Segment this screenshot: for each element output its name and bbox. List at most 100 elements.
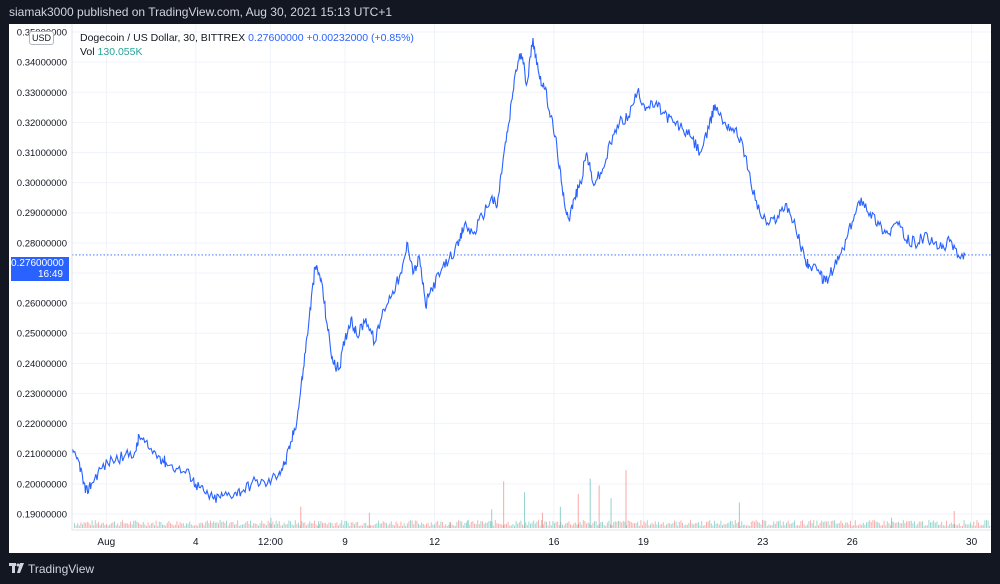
legend-last-price: 0.27600000 [248, 32, 304, 44]
volume-bar [347, 522, 349, 528]
volume-bar [93, 525, 95, 528]
volume-bar [349, 525, 351, 528]
price-tick-label: 0.32000000 [17, 118, 67, 129]
volume-bar [771, 524, 773, 528]
volume-bar [936, 521, 938, 528]
volume-bar [294, 520, 296, 528]
volume-bar [221, 522, 223, 528]
volume-bar [549, 521, 551, 528]
chart-frame[interactable] [9, 24, 991, 553]
volume-bar [509, 525, 511, 528]
volume-bar [862, 522, 864, 528]
footer-brand[interactable]: TradingView [28, 562, 95, 576]
volume-bar [786, 522, 787, 528]
volume-bar [219, 520, 221, 528]
volume-bar [720, 520, 722, 528]
volume-bar [498, 523, 499, 528]
legend-vol-label[interactable]: Vol [80, 46, 95, 58]
price-tick-label: 0.34000000 [17, 58, 67, 69]
volume-bar [525, 522, 527, 528]
volume-bar [126, 523, 128, 528]
time-tick-label: 12:00 [258, 537, 283, 548]
legend-symbol[interactable]: Dogecoin / US Dollar, 30, BITTREX [80, 32, 246, 44]
volume-bar [200, 522, 202, 528]
volume-bar [725, 524, 727, 528]
volume-bar [989, 525, 991, 528]
volume-bar [698, 522, 699, 528]
volume-bar [827, 521, 829, 528]
volume-bar [760, 524, 762, 528]
volume-bar [675, 521, 677, 528]
volume-bar [547, 525, 549, 528]
volume-bar [478, 524, 480, 528]
volume-bar [272, 521, 274, 528]
volume-bar [754, 521, 755, 528]
volume-bar [883, 520, 885, 528]
volume-bar [309, 521, 311, 528]
volume-bar [130, 521, 131, 528]
volume-bar [131, 524, 133, 528]
volume-bar [355, 522, 357, 528]
volume-bar [555, 521, 557, 528]
volume-bar [539, 525, 541, 528]
volume-bar [629, 521, 631, 528]
volume-bar [579, 522, 581, 528]
volume-bar [875, 521, 877, 528]
volume-bar [944, 525, 946, 528]
volume-bar [78, 525, 80, 528]
volume-bar [394, 525, 395, 528]
time-tick-label: 26 [847, 537, 859, 548]
volume-bar [608, 520, 610, 528]
volume-bar [466, 522, 467, 528]
volume-bar [426, 523, 427, 528]
volume-bar [459, 520, 461, 528]
volume-bar [765, 520, 767, 528]
volume-bar [979, 525, 981, 528]
volume-bar [293, 525, 295, 528]
volume-bar [982, 524, 984, 528]
volume-bar [909, 521, 911, 528]
volume-bar [925, 525, 927, 528]
volume-bar [381, 523, 383, 528]
volume-bar [454, 525, 456, 528]
volume-bar [494, 520, 496, 528]
volume-bar [421, 522, 423, 528]
volume-bar [168, 520, 170, 528]
volume-bar [965, 523, 967, 528]
time-tick-label: 9 [342, 537, 348, 548]
volume-bar [275, 520, 277, 528]
volume-bar [432, 524, 434, 528]
volume-bar [739, 525, 741, 528]
volume-bar [469, 524, 471, 528]
volume-bar [149, 525, 151, 528]
volume-bar [490, 520, 491, 528]
volume-bar [390, 521, 392, 528]
volume-bar [526, 524, 528, 528]
volume-bar [374, 524, 376, 528]
volume-bar [779, 520, 781, 528]
time-tick-label: 16 [548, 537, 560, 548]
volume-bar [86, 521, 88, 528]
tradingview-logo-icon [9, 563, 24, 573]
volume-bar [653, 524, 655, 528]
volume-bar [286, 524, 288, 528]
volume-bar [562, 524, 563, 528]
volume-bar [150, 523, 152, 528]
volume-bar [888, 523, 890, 528]
volume-bar [942, 525, 944, 528]
volume-bar [104, 525, 106, 528]
price-tick-label: 0.33000000 [17, 88, 67, 99]
volume-bar [482, 521, 483, 528]
volume-bar [158, 521, 160, 528]
volume-bar [662, 522, 664, 528]
volume-bar [600, 522, 602, 528]
volume-bar [403, 523, 405, 528]
volume-bar [688, 522, 690, 528]
volume-bar [691, 523, 693, 528]
volume-bar [613, 522, 615, 528]
volume-bar [664, 525, 666, 528]
time-tick-label: 30 [966, 537, 978, 548]
currency-scale-button[interactable]: USD [29, 31, 54, 45]
volume-bar [762, 520, 763, 528]
